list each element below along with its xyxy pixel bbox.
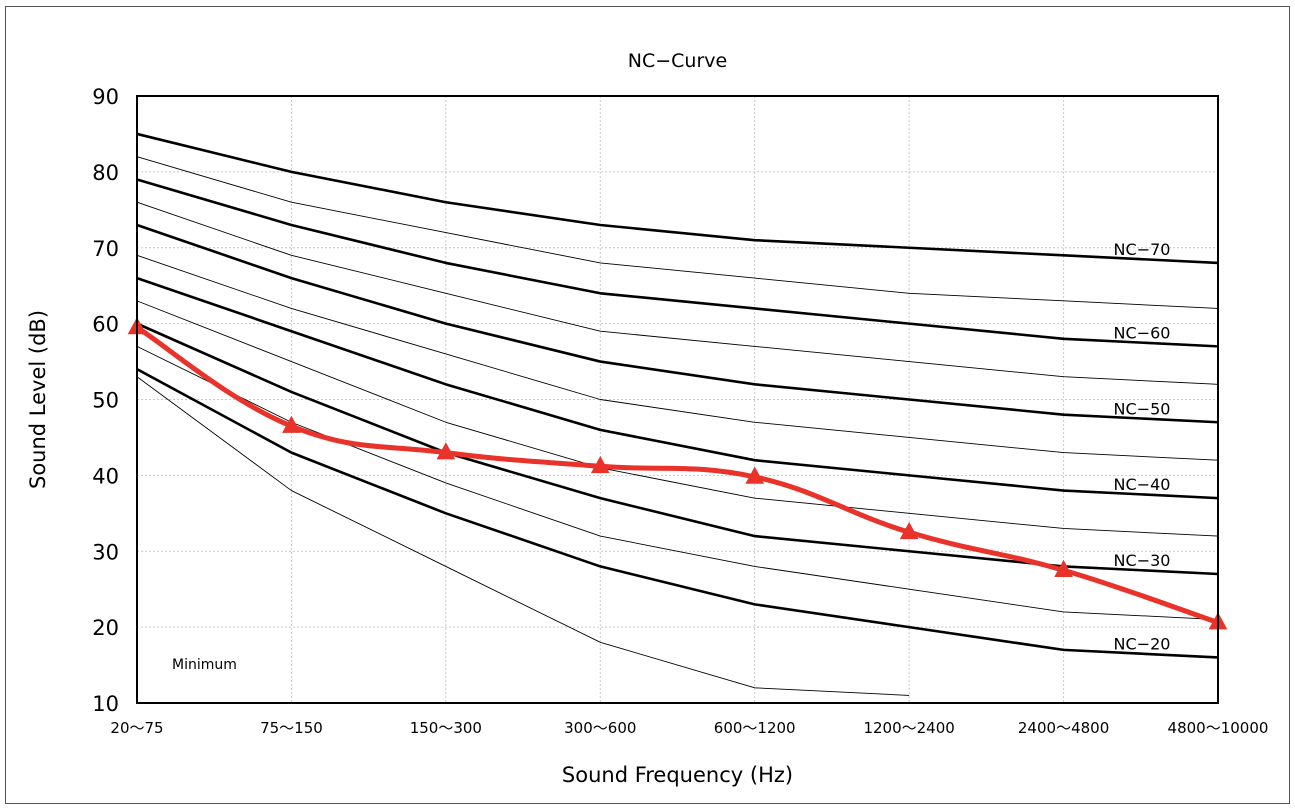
y-tick-label: 30: [92, 540, 119, 564]
x-axis-ticks: 20〜75 75〜150 150〜300 300〜600 600〜1200 1200〜24…: [110, 719, 1268, 737]
x-tick-label: 75〜150: [260, 719, 323, 737]
x-tick-label: 600〜1200: [714, 719, 796, 737]
minimum-annotation: Minimum: [172, 657, 237, 673]
nc-curve-line: [136, 132, 1219, 265]
data-point-marker: [1054, 559, 1073, 578]
nc-curve-label: NC−40: [1114, 475, 1171, 494]
measured-series: [127, 317, 1228, 630]
chart-title: NC−Curve: [628, 50, 727, 72]
nc-curve-line: [136, 178, 1219, 348]
x-tick-label: 1200〜2400: [863, 719, 954, 737]
nc-curve-labels: NC−70 NC−60 NC−50 NC−40 NC−30 NC−20: [1114, 240, 1171, 654]
nc-curve-line: [136, 322, 1219, 576]
x-tick-label: 20〜75: [110, 719, 163, 737]
nc-curve-line: [136, 254, 1219, 461]
plot-area-border: [136, 95, 1219, 704]
nc-curve-line: [136, 156, 1219, 309]
nc-curve-label: NC−50: [1114, 399, 1171, 418]
y-tick-label: 80: [92, 161, 119, 185]
y-tick-label: 90: [92, 85, 119, 109]
nc-curve-line: [136, 201, 1219, 385]
x-tick-label: 4800〜10000: [1168, 719, 1269, 737]
x-tick-label: 2400〜4800: [1018, 719, 1109, 737]
x-tick-label: 150〜300: [410, 719, 482, 737]
nc-curve-line: [136, 223, 1219, 424]
y-tick-label: 70: [92, 237, 119, 261]
data-point-marker: [436, 442, 456, 460]
nc-curve-line: [136, 345, 1219, 620]
x-axis-label: Sound Frequency (Hz): [562, 763, 793, 787]
nc-curve-line: [136, 376, 910, 696]
chart-frame: [5, 6, 1290, 804]
nc-curve-label: NC−60: [1114, 323, 1171, 342]
grid-lines: [136, 95, 1219, 704]
y-tick-label: 40: [92, 464, 119, 488]
data-point-marker: [745, 466, 765, 484]
x-tick-label: 300〜600: [564, 719, 636, 737]
nc-curve-line: [136, 368, 1219, 659]
y-tick-label: 20: [92, 616, 119, 640]
y-tick-label: 60: [92, 313, 119, 337]
y-axis-label: Sound Level (dB): [26, 310, 50, 489]
nc-curve-line: [136, 300, 1219, 537]
y-tick-label: 10: [92, 692, 119, 716]
nc-curve-line: [136, 276, 1219, 500]
nc-curve-label: NC−70: [1114, 240, 1171, 259]
measured-line: [134, 324, 1221, 626]
nc-reference-curves: [136, 132, 1219, 696]
data-point-marker: [899, 521, 919, 540]
data-point-marker: [590, 455, 610, 474]
y-tick-label: 50: [92, 389, 119, 413]
nc-curve-label: NC−30: [1114, 551, 1171, 570]
data-point-marker: [282, 415, 301, 433]
y-axis-ticks: 10 20 30 40 50 60 70 80 90: [92, 85, 119, 716]
nc-curve-label: NC−20: [1114, 634, 1171, 653]
